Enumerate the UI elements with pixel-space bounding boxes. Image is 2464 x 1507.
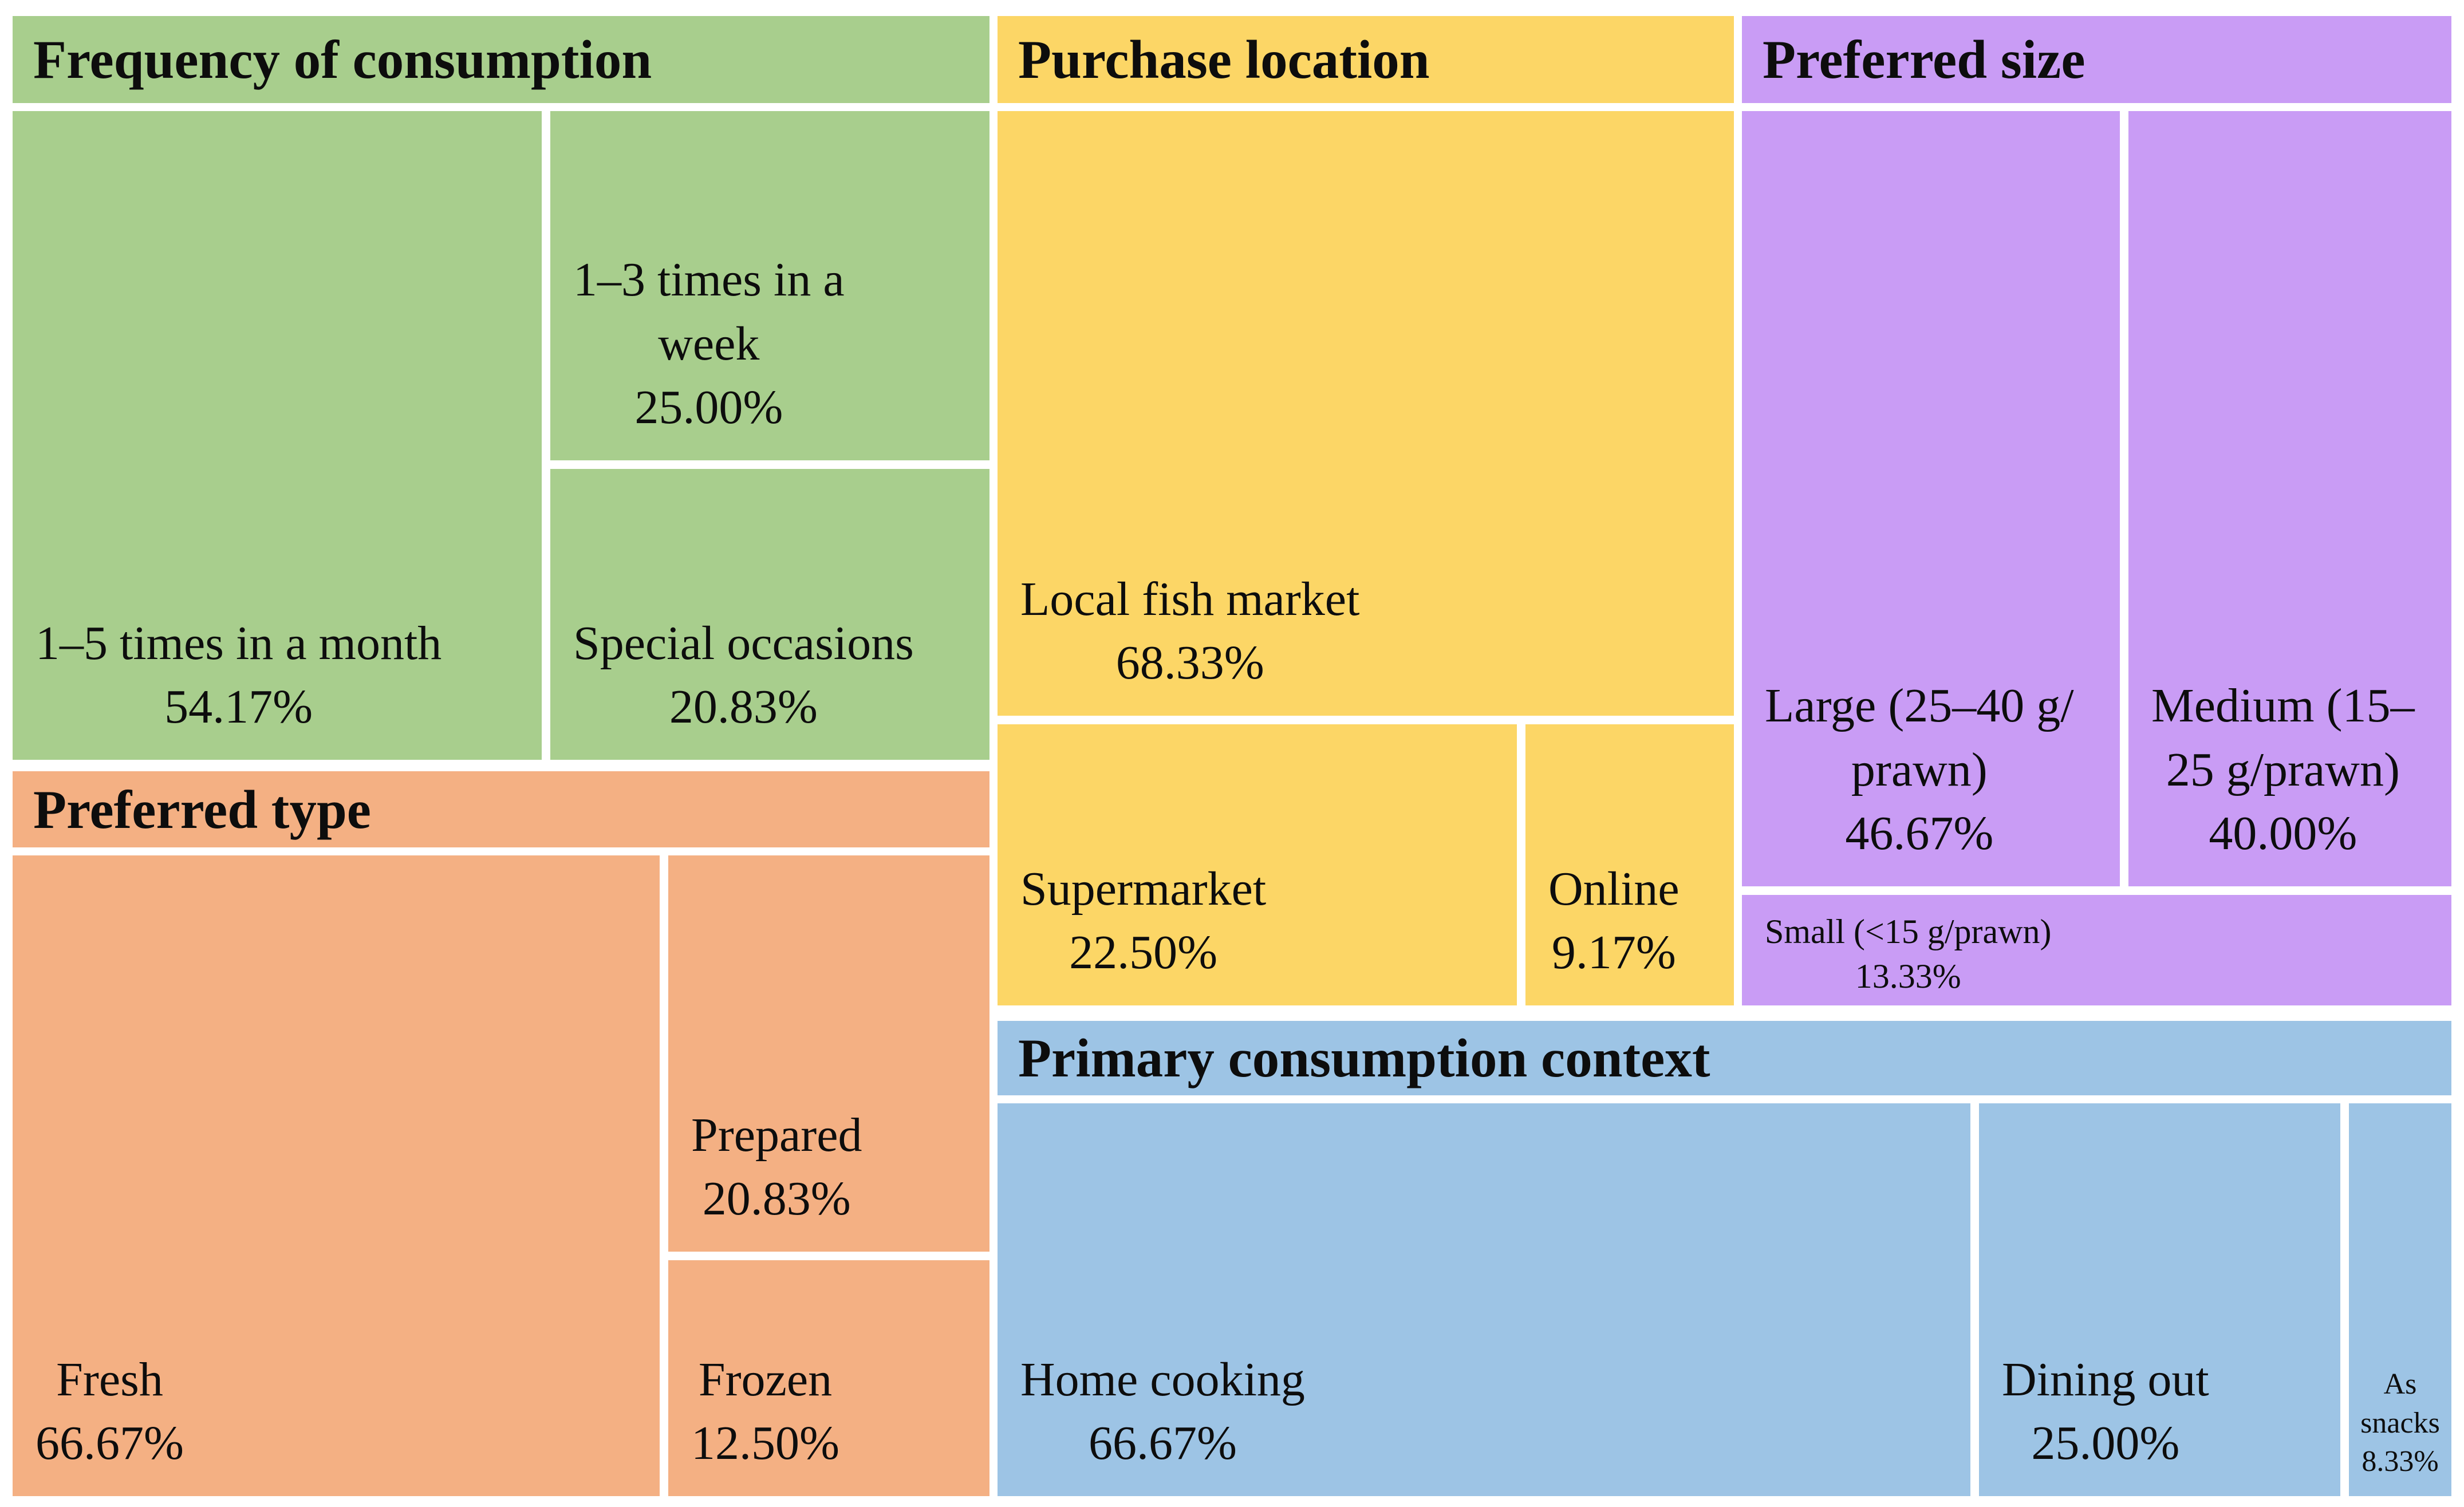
tile-label: Supermarket 22.50% xyxy=(1020,862,1267,980)
section-header-preferred-type: Preferred type xyxy=(13,771,989,847)
tile-frozen: Frozen 12.50% xyxy=(668,1260,989,1496)
section-header-preferred-size: Preferred size xyxy=(1742,16,2451,103)
tile-label: 1–3 times in a week 25.00% xyxy=(573,253,845,435)
tile-prepared: Prepared 20.83% xyxy=(668,855,989,1252)
tile-label: As snacks 8.33% xyxy=(2360,1368,2440,1478)
tile-medium-prawn: Medium (15– 25 g/prawn) 40.00% xyxy=(2128,111,2451,886)
tile-label: Special occasions 20.83% xyxy=(573,616,914,734)
tile-label: Medium (15– 25 g/prawn) 40.00% xyxy=(2151,678,2415,861)
tile-label: Frozen 12.50% xyxy=(691,1352,839,1470)
tile-label: Local fish market 68.33% xyxy=(1020,572,1360,690)
tile-large-prawn: Large (25–40 g/ prawn) 46.67% xyxy=(1742,111,2120,886)
tile-label: 1–5 times in a month 54.17% xyxy=(36,616,442,734)
tile-fresh: Fresh 66.67% xyxy=(13,855,660,1496)
tile-special-occasions: Special occasions 20.83% xyxy=(550,469,989,760)
tile-label: Small (<15 g/prawn) 13.33% xyxy=(1765,913,2052,995)
tile-1-5-times-in-a-month: 1–5 times in a month 54.17% xyxy=(13,111,542,760)
section-header-frequency: Frequency of consumption xyxy=(13,16,989,103)
section-header-purchase-location: Purchase location xyxy=(998,16,1734,103)
section-header-consumption-context: Primary consumption context xyxy=(998,1021,2451,1095)
tile-supermarket: Supermarket 22.50% xyxy=(998,724,1517,1005)
tile-as-snacks: As snacks 8.33% xyxy=(2349,1103,2451,1496)
tile-label: Fresh 66.67% xyxy=(36,1352,184,1470)
tile-local-fish-market: Local fish market 68.33% xyxy=(998,111,1734,716)
tile-small-prawn: Small (<15 g/prawn) 13.33% xyxy=(1742,895,2451,1005)
tile-label: Home cooking 66.67% xyxy=(1020,1352,1305,1470)
tile-label: Large (25–40 g/ prawn) 46.67% xyxy=(1765,678,2074,861)
tile-dining-out: Dining out 25.00% xyxy=(1979,1103,2340,1496)
tile-home-cooking: Home cooking 66.67% xyxy=(998,1103,1970,1496)
tile-online: Online 9.17% xyxy=(1525,724,1734,1005)
tile-label: Online 9.17% xyxy=(1548,862,1680,980)
tile-label: Dining out 25.00% xyxy=(2002,1352,2209,1470)
tile-label: Prepared 20.83% xyxy=(691,1108,862,1226)
tile-1-3-times-in-a-week: 1–3 times in a week 25.00% xyxy=(550,111,989,460)
